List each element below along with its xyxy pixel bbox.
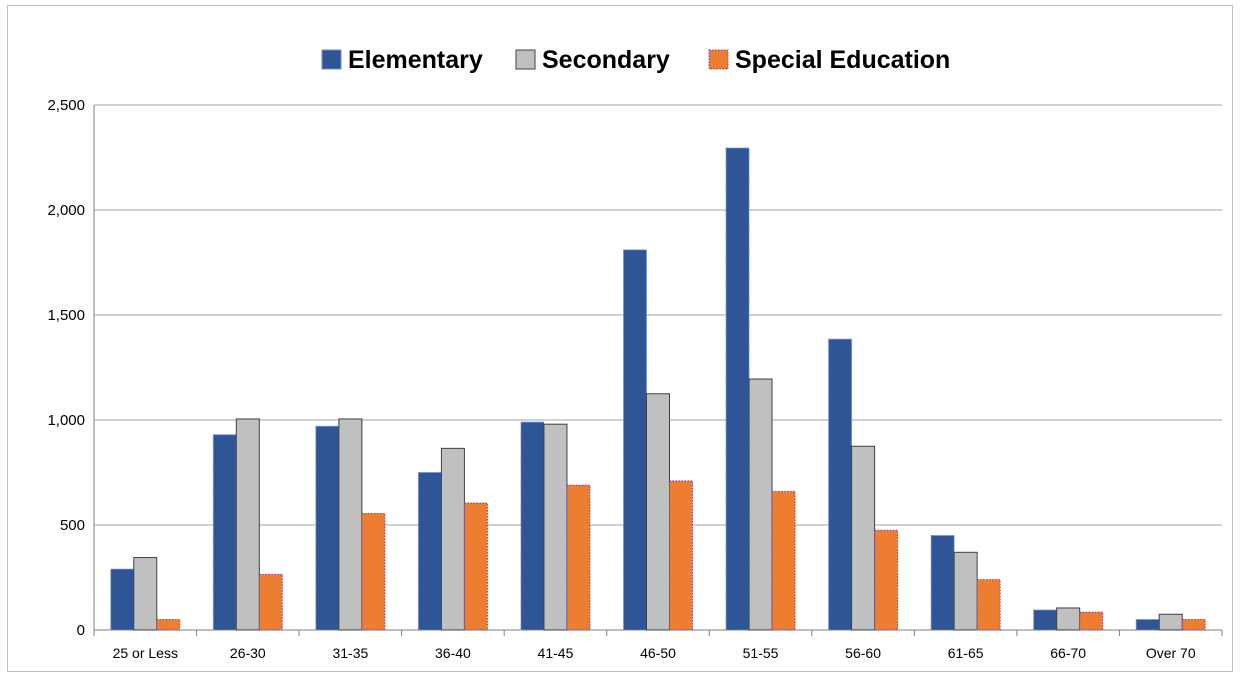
bar-elementary: [1033, 609, 1058, 631]
legend-label: Elementary: [348, 46, 483, 74]
bar-special-education: [156, 619, 181, 631]
bar-secondary: [851, 445, 876, 631]
x-tick-label: Over 70: [1146, 645, 1196, 661]
bar-secondary: [748, 378, 773, 631]
bar-elementary: [520, 421, 545, 631]
bar-secondary: [953, 551, 978, 631]
bar-special-education: [874, 529, 899, 631]
bar-elementary: [828, 338, 853, 631]
bar-elementary: [315, 425, 340, 631]
y-tick-label: 0: [77, 622, 85, 639]
bar-secondary: [1158, 613, 1183, 631]
bar-secondary: [1056, 607, 1081, 631]
bar-elementary: [417, 472, 442, 631]
bar-elementary: [930, 535, 955, 631]
bar-special-education: [1079, 611, 1104, 631]
x-tick-label: 31-35: [332, 645, 368, 661]
x-tick-label: 51-55: [743, 645, 779, 661]
bar-secondary: [440, 447, 465, 631]
x-tick-label: 46-50: [640, 645, 676, 661]
legend-label: Secondary: [542, 46, 670, 74]
legend-swatch: [321, 49, 342, 70]
bar-special-education: [258, 573, 283, 631]
bar-secondary: [646, 393, 670, 631]
bar-special-education: [669, 480, 693, 631]
x-tick-label: 66-70: [1050, 645, 1086, 661]
bar-elementary: [623, 249, 647, 631]
bar-special-education: [361, 512, 386, 631]
bar-special-education: [463, 502, 488, 631]
legend-swatch: [708, 49, 729, 70]
x-tick-label: 25 or Less: [113, 645, 178, 661]
bar-elementary: [1135, 619, 1160, 631]
bar-special-education: [1181, 619, 1206, 631]
x-tick-label: 36-40: [435, 645, 471, 661]
x-tick-label: 56-60: [845, 645, 881, 661]
bar-elementary: [110, 568, 135, 631]
x-tick-label: 41-45: [538, 645, 574, 661]
bar-secondary: [133, 557, 158, 631]
bar-secondary: [338, 418, 363, 631]
y-tick-label: 1,000: [47, 412, 85, 429]
chart-frame: [7, 5, 1233, 672]
bar-special-education: [771, 490, 796, 631]
x-tick-label: 61-65: [948, 645, 984, 661]
legend-swatch: [515, 49, 536, 70]
y-tick-label: 2,000: [47, 202, 85, 219]
bar-secondary: [235, 418, 260, 631]
y-tick-label: 1,500: [47, 307, 85, 324]
bar-elementary: [725, 147, 750, 631]
x-tick-label: 26-30: [230, 645, 266, 661]
bar-secondary: [543, 423, 568, 631]
y-tick-label: 500: [60, 517, 85, 534]
y-tick-label: 2,500: [47, 97, 85, 114]
bar-special-education: [976, 579, 1001, 631]
legend-label: Special Education: [735, 46, 950, 74]
bar-special-education: [566, 484, 591, 631]
bar-elementary: [212, 434, 237, 631]
